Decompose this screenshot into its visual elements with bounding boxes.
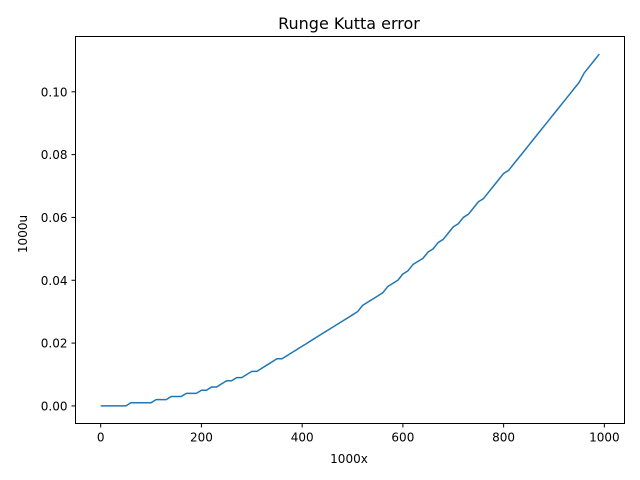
x-axis-ticks: 0 200 400 600 800 1000 xyxy=(97,423,620,445)
x-tick-label: 1000 xyxy=(589,431,620,445)
y-tick-label: 0.02 xyxy=(41,337,68,351)
series-line xyxy=(100,53,600,407)
y-tick-label: 0.00 xyxy=(41,399,68,413)
y-axis-ticks: 0.00 0.02 0.04 0.06 0.08 0.10 xyxy=(41,85,76,413)
y-tick-label: 0.10 xyxy=(41,85,68,99)
x-tick-label: 200 xyxy=(190,431,213,445)
chart-title: Runge Kutta error xyxy=(278,14,420,33)
x-tick-label: 600 xyxy=(391,431,414,445)
x-tick-label: 0 xyxy=(97,431,105,445)
y-axis-label: 1000u xyxy=(16,215,30,253)
y-tick-label: 0.04 xyxy=(41,274,68,288)
x-tick-label: 400 xyxy=(291,431,314,445)
series-layer xyxy=(100,53,600,407)
x-axis-label: 1000x xyxy=(330,452,368,466)
y-tick-label: 0.08 xyxy=(41,148,68,162)
plot-frame xyxy=(75,36,625,424)
x-tick-label: 800 xyxy=(492,431,515,445)
y-tick-label: 0.06 xyxy=(41,211,68,225)
